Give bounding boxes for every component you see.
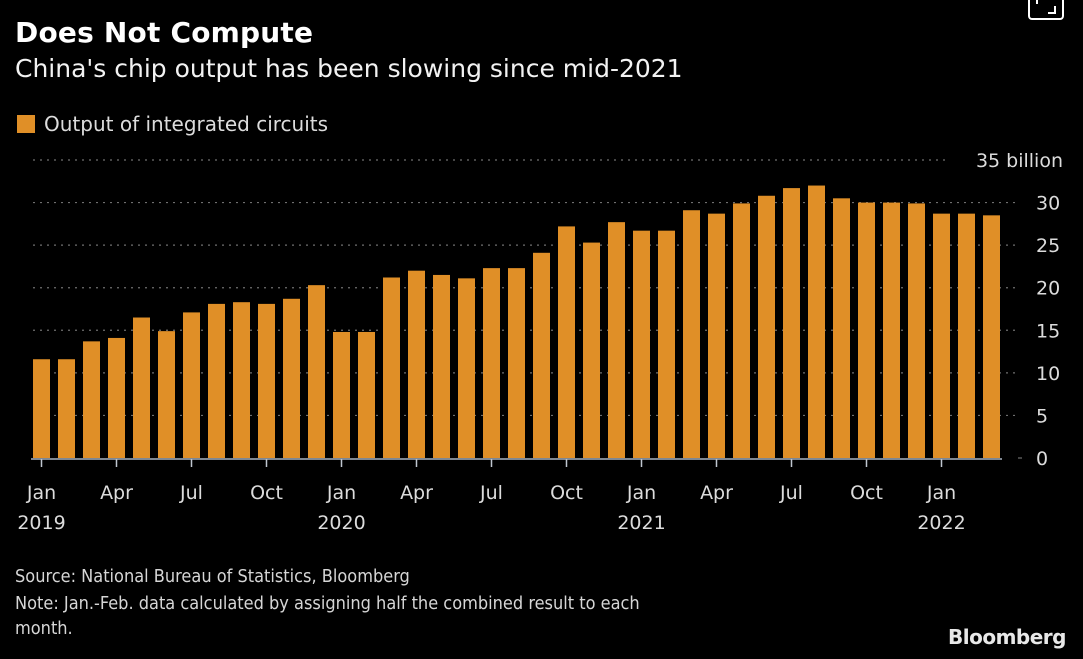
bar: [308, 285, 325, 458]
y-tick-label: 0: [1036, 448, 1048, 470]
bar: [758, 195, 775, 458]
x-tick-year-label: 2021: [617, 512, 665, 534]
bar: [733, 203, 750, 458]
bar: [283, 298, 300, 458]
legend: Output of integrated circuits: [17, 112, 328, 136]
bar: [583, 242, 600, 458]
bar: [558, 226, 575, 458]
bar: [208, 303, 225, 458]
footnote-line-1: Note: Jan.-Feb. data calculated by assig…: [15, 593, 640, 614]
bar: [608, 222, 625, 458]
y-tick-label: 30: [1036, 193, 1060, 215]
legend-label: Output of integrated circuits: [44, 112, 329, 136]
bar: [658, 230, 675, 458]
chart-subtitle: China's chip output has been slowing sin…: [15, 54, 683, 83]
y-tick-label: 20: [1036, 278, 1060, 300]
bar: [883, 202, 900, 458]
y-tick-label: 35 billion: [976, 150, 1063, 172]
x-tick-label: Jan: [326, 482, 356, 504]
bar: [233, 302, 250, 458]
bar: [333, 331, 350, 458]
bar: [933, 213, 950, 458]
x-tick-label: Oct: [250, 482, 283, 504]
x-tick-label: Apr: [100, 482, 133, 504]
chart-title: Does Not Compute: [15, 16, 314, 49]
x-tick-label: Jan: [626, 482, 656, 504]
bar: [83, 341, 100, 458]
bar: [808, 185, 825, 459]
bar: [533, 252, 550, 458]
bar: [908, 203, 925, 458]
bar: [708, 213, 725, 458]
bar: [158, 331, 175, 458]
bar: [458, 278, 475, 458]
legend-swatch: [17, 115, 35, 133]
bar: [108, 337, 125, 458]
x-tick-label: Apr: [400, 482, 433, 504]
x-tick-year-label: 2019: [17, 512, 65, 534]
x-tick-label: Apr: [700, 482, 733, 504]
y-tick-label: 10: [1036, 363, 1060, 385]
x-tick-label: Jan: [26, 482, 56, 504]
gridlines: [33, 159, 1022, 459]
bar: [783, 188, 800, 458]
footnote-line-2: month.: [15, 618, 73, 639]
bar: [358, 331, 375, 458]
bar: [633, 230, 650, 458]
x-tick-label: Jul: [179, 482, 203, 504]
x-tick-year-label: 2020: [317, 512, 365, 534]
bar: [508, 268, 525, 458]
bar: [58, 359, 75, 458]
x-tick-label: Oct: [550, 482, 583, 504]
bar: [683, 210, 700, 458]
y-axis: 0 5 10 15 20 25 30 35 billion: [976, 150, 1063, 470]
x-tick-year-label: 2022: [917, 512, 965, 534]
y-tick-label: 5: [1036, 405, 1048, 427]
expand-corner-bottom-right: [1048, 6, 1056, 14]
y-tick-label: 25: [1036, 235, 1060, 257]
expand-icon[interactable]: [1028, 0, 1064, 20]
bar: [133, 317, 150, 458]
expand-corner-top-left: [1036, 0, 1044, 4]
bar: [958, 213, 975, 458]
bar: [858, 202, 875, 458]
x-axis: Jan 2019 Apr Jul Oct Jan 2020 Apr Jul Oct Jan 2021 A…: [17, 458, 1002, 534]
source-note: Source: National Bureau of Statistics, B…: [15, 566, 410, 587]
bar: [433, 274, 450, 458]
bar: [483, 268, 500, 458]
bar: [258, 303, 275, 458]
y-tick-label: 15: [1036, 320, 1060, 342]
bar: [33, 359, 50, 458]
x-tick-label: Jul: [779, 482, 803, 504]
bar: [833, 198, 850, 459]
bloomberg-logo: Bloomberg: [948, 625, 1066, 649]
bar: [383, 277, 400, 458]
bars: [33, 185, 1000, 459]
bar: [983, 215, 1000, 458]
bar: [183, 312, 200, 458]
x-tick-label: Jul: [479, 482, 503, 504]
bar: [408, 270, 425, 458]
x-tick-label: Oct: [850, 482, 883, 504]
x-tick-label: Jan: [926, 482, 956, 504]
